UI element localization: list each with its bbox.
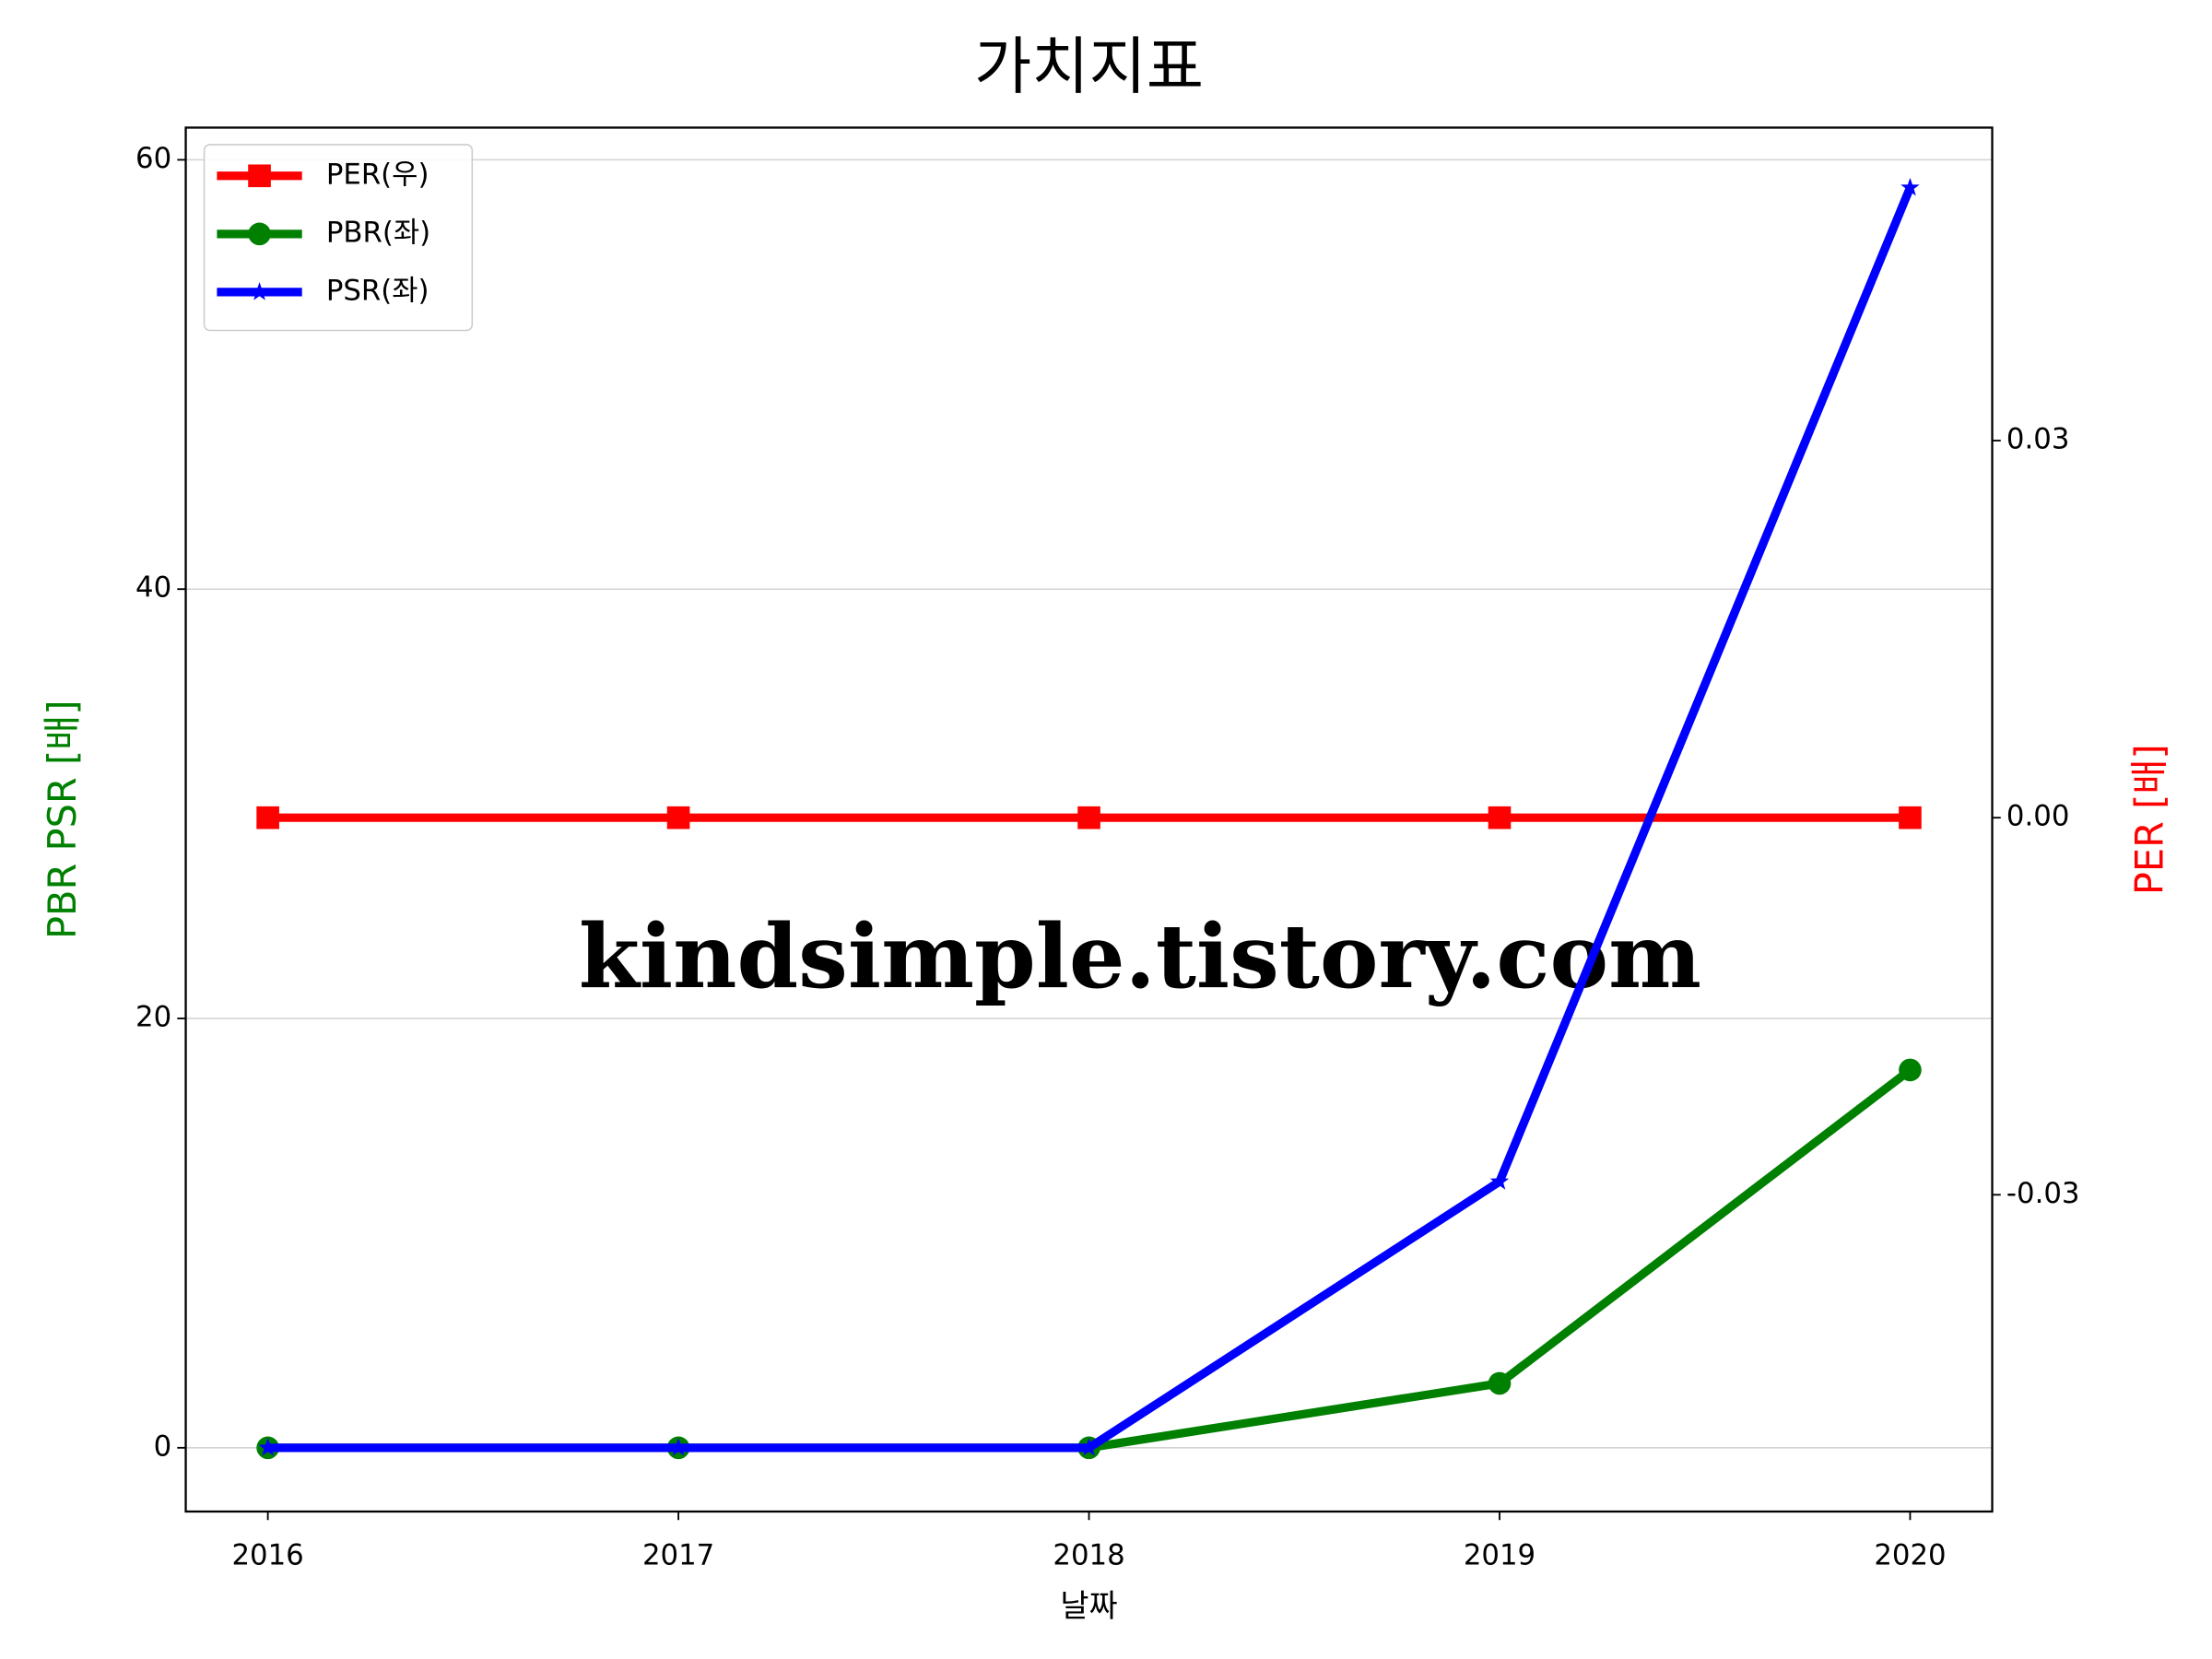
legend-marker: [248, 164, 271, 188]
y-tick-label: 0: [154, 1430, 172, 1463]
marker: [1899, 1058, 1922, 1082]
y-axis-label: PBR PSR [배]: [40, 700, 85, 939]
legend-box: [203, 144, 474, 332]
marker: [666, 806, 690, 830]
legend: PER(우) PBR(좌) PSR(좌): [203, 144, 474, 332]
axes-frame: [184, 126, 1994, 1513]
legend-label: PER(우): [326, 158, 429, 191]
legend-marker: [248, 222, 271, 246]
watermark: kindsimple.tistory.com: [579, 905, 1701, 1008]
x-axis-label: 날짜: [1060, 1588, 1117, 1624]
x-tick-label: 2016: [231, 1539, 303, 1572]
y2-axis-label: PER [배]: [2126, 744, 2171, 895]
y-tick-label: 40: [135, 571, 171, 605]
marker: [1077, 806, 1100, 830]
marker: [1488, 806, 1512, 830]
legend-label: PSR(좌): [326, 274, 429, 307]
chart-title: 가치지표: [974, 29, 1204, 102]
x-tick-label: 2019: [1464, 1539, 1535, 1572]
legend-marker: [250, 282, 269, 300]
y-tick-label: 60: [135, 142, 171, 175]
legend-label: PBR(좌): [326, 216, 430, 249]
marker: [1488, 1371, 1512, 1395]
x-tick-label: 2017: [642, 1539, 714, 1572]
y2-tick-label: 0.00: [2006, 800, 2069, 833]
x-tick-label: 2018: [1053, 1539, 1124, 1572]
marker: [1899, 806, 1922, 830]
marker: [1079, 1438, 1099, 1456]
marker: [256, 806, 279, 830]
plot-area: 0 20 40 60 0.03 0.00 -0.03 2016 2017 2018 2019 2020…: [135, 126, 2080, 1572]
x-tick-label: 2020: [1874, 1539, 1946, 1572]
marker: [258, 1438, 277, 1456]
marker: [668, 1438, 688, 1456]
y-tick-label: 20: [135, 1001, 171, 1034]
y2-tick-label: -0.03: [2006, 1177, 2080, 1210]
y2-tick-label: 0.03: [2006, 423, 2069, 456]
marker: [1900, 177, 1920, 196]
marker: [1489, 1171, 1510, 1190]
